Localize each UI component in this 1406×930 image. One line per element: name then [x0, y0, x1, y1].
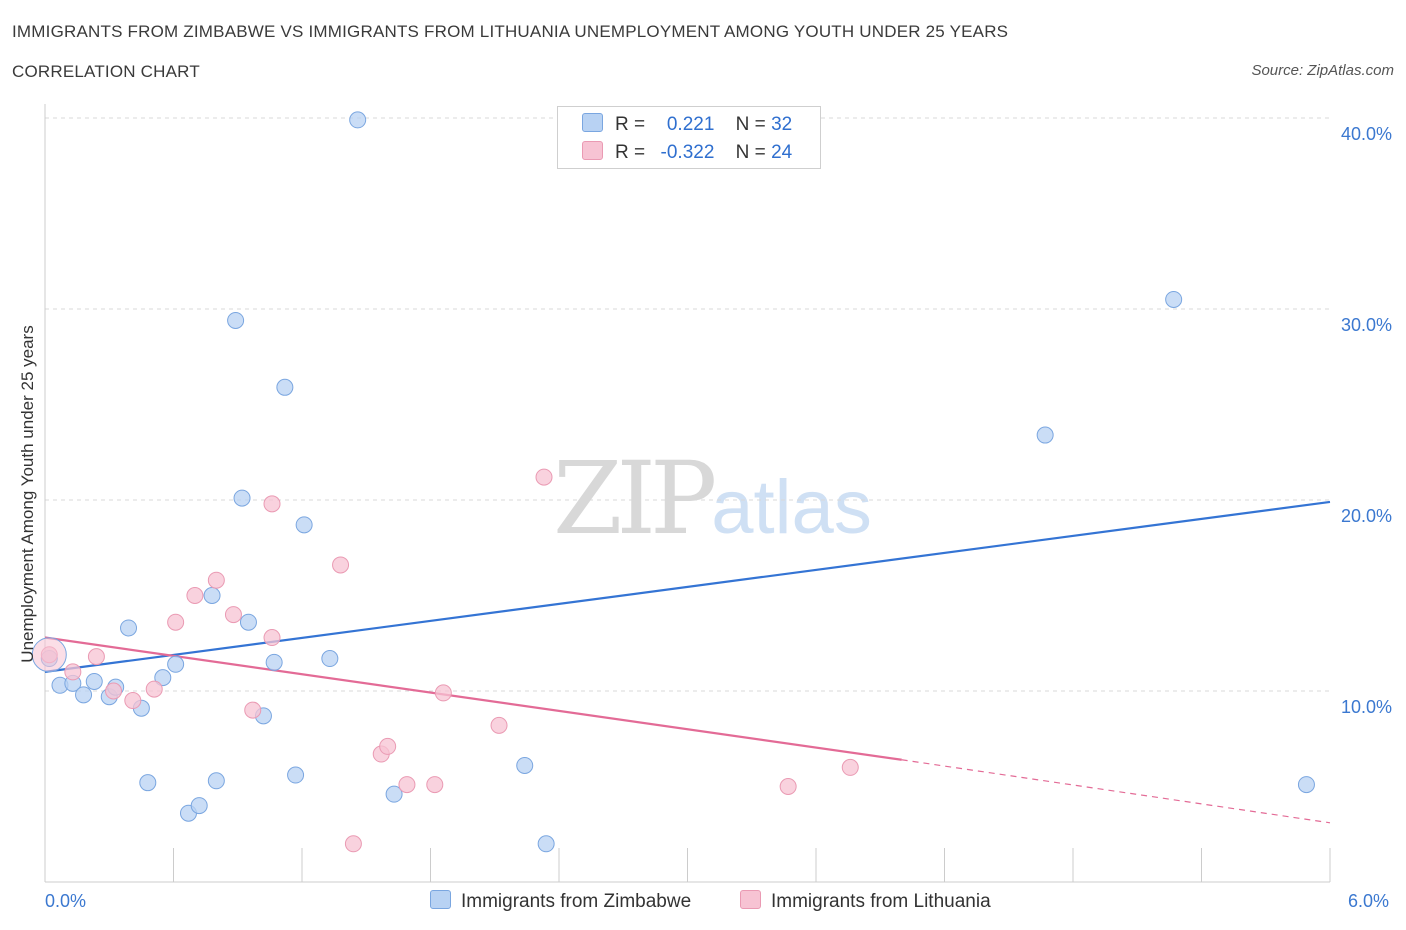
point-zimbabwe-31 — [1297, 776, 1315, 794]
y-tick-label-30: 30.0% — [1340, 315, 1392, 335]
x-tick-label-min: 0.0% — [45, 891, 87, 911]
y-tick-label-10: 10.0% — [1340, 697, 1392, 717]
point-zimbabwe-20 — [265, 653, 283, 671]
legend-r-label: R = — [615, 114, 646, 135]
point-zimbabwe-29 — [1036, 426, 1054, 444]
y-axis-label: Unemployment Among Youth under 25 years — [18, 325, 37, 663]
series-label-zimbabwe: Immigrants from Zimbabwe — [461, 891, 692, 912]
point-zimbabwe-18 — [239, 613, 257, 631]
point-zimbabwe-11 — [167, 655, 185, 673]
point-zimbabwe-30 — [1165, 290, 1183, 308]
y-tick-label-40: 40.0% — [1340, 124, 1392, 144]
series-legend-lithuania: Immigrants from Lithuania — [740, 890, 991, 913]
point-zimbabwe-22 — [287, 766, 305, 784]
point-zimbabwe-28 — [537, 835, 555, 853]
trendline-lithuania — [44, 636, 902, 761]
point-lithuania-4 — [124, 692, 142, 710]
point-lithuania-12 — [263, 495, 281, 513]
correlation-legend: R = 0.221 N = 32 R = -0.322 N = 24 — [557, 106, 821, 169]
chart-title: IMMIGRANTS FROM ZIMBABWE VS IMMIGRANTS F… — [12, 22, 1009, 41]
legend-swatch-lithuania — [582, 141, 603, 160]
series-label-lithuania: Immigrants from Lithuania — [771, 891, 991, 912]
x-tick-label-max: 6.0% — [1348, 891, 1390, 911]
data-points — [31, 111, 1315, 853]
series-swatch-lithuania — [740, 890, 761, 909]
point-zimbabwe-23 — [295, 516, 313, 534]
legend-n-label: N = — [735, 114, 766, 135]
point-zimbabwe-14 — [203, 587, 221, 604]
point-zimbabwe-4 — [85, 672, 103, 690]
point-zimbabwe-7 — [120, 619, 138, 637]
point-zimbabwe-27 — [516, 756, 534, 774]
point-lithuania-11 — [263, 629, 281, 647]
legend-n-value-lithuania: 24 — [771, 142, 793, 163]
point-lithuania-14 — [344, 835, 362, 853]
legend-r-value-lithuania: -0.322 — [660, 142, 715, 163]
point-lithuania-20 — [490, 716, 508, 734]
legend-row-lithuania: R = -0.322 N = 24 — [582, 141, 792, 164]
point-lithuania-16 — [379, 737, 397, 755]
point-lithuania-7 — [186, 587, 204, 604]
point-lithuania-23 — [841, 758, 859, 776]
series-swatch-zimbabwe — [430, 890, 451, 909]
point-zimbabwe-24 — [321, 650, 339, 668]
point-lithuania-2 — [87, 648, 105, 666]
point-lithuania-22 — [779, 778, 797, 795]
series-legend-zimbabwe: Immigrants from Zimbabwe — [430, 890, 691, 913]
point-zimbabwe-9 — [139, 774, 157, 792]
trendline-extension-lithuania — [901, 759, 1331, 824]
point-lithuania-5 — [145, 680, 163, 698]
point-cluster-origin — [31, 637, 67, 673]
chart-subtitle: CORRELATION CHART — [12, 62, 200, 81]
point-lithuania-6 — [167, 613, 185, 631]
legend-r-value-zimbabwe: 0.221 — [666, 114, 715, 135]
point-lithuania-8 — [207, 571, 225, 589]
y-tick-label-20: 20.0% — [1340, 506, 1392, 526]
point-zimbabwe-15 — [207, 772, 225, 790]
point-lithuania-17 — [398, 776, 416, 794]
source-credit: Source: ZipAtlas.com — [1251, 62, 1394, 79]
point-zimbabwe-16 — [227, 311, 245, 329]
point-lithuania-19 — [434, 684, 452, 702]
legend-n-label: N = — [735, 142, 766, 163]
point-zimbabwe-25 — [349, 111, 367, 129]
point-zimbabwe-10 — [154, 669, 172, 687]
point-lithuania-21 — [535, 468, 553, 486]
point-lithuania-10 — [244, 701, 262, 719]
point-zimbabwe-21 — [276, 378, 294, 396]
point-lithuania-9 — [224, 606, 242, 624]
point-zimbabwe-3 — [75, 686, 93, 704]
point-lithuania-1 — [64, 663, 82, 681]
point-lithuania-3 — [105, 682, 123, 700]
legend-swatch-zimbabwe — [582, 113, 603, 132]
point-zimbabwe-26 — [385, 785, 403, 803]
trend-lines — [44, 500, 1331, 824]
legend-n-value-zimbabwe: 32 — [771, 114, 793, 135]
trendline-zimbabwe — [44, 500, 1331, 673]
point-zimbabwe-17 — [233, 489, 251, 507]
legend-row-zimbabwe: R = 0.221 N = 32 — [582, 113, 792, 136]
point-lithuania-18 — [426, 776, 444, 794]
axes — [44, 104, 1331, 883]
point-zimbabwe-13 — [190, 797, 208, 815]
point-lithuania-13 — [332, 556, 350, 574]
legend-r-label: R = — [615, 142, 646, 163]
grid-lines — [45, 117, 1330, 692]
